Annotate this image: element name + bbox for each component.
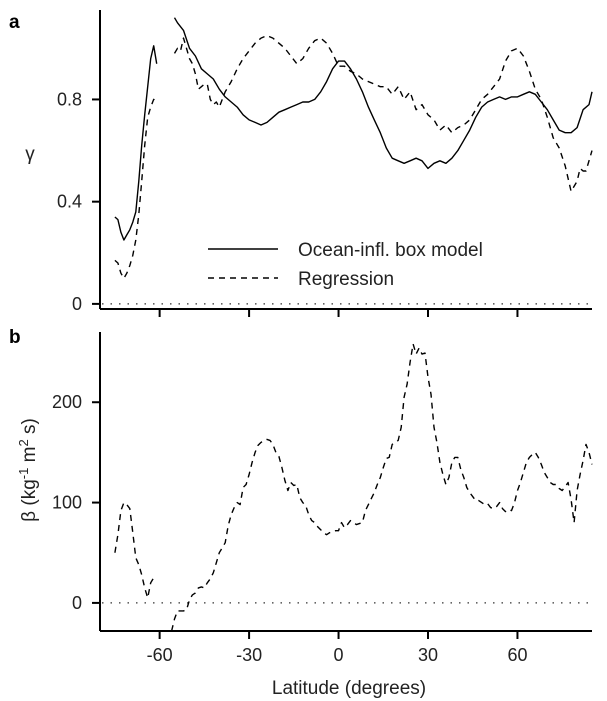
y-tick-label: 100 — [52, 493, 82, 513]
panel-a-x-ticks — [158, 309, 519, 317]
y-tick-label: 0 — [72, 294, 82, 314]
panel-a-letter: a — [9, 12, 20, 33]
y-tick-label: 0 — [72, 593, 82, 613]
panel-a-series — [114, 17, 593, 279]
y-tick-label: 0.4 — [57, 192, 82, 212]
y-tick-label: 200 — [52, 392, 82, 412]
panel-b-y-ticks: 0 100 200 — [52, 392, 100, 613]
x-tick-label: 30 — [418, 645, 438, 665]
legend: Ocean-infl. box model Regression — [208, 240, 483, 290]
legend-label-box-model: Ocean-infl. box model — [298, 240, 483, 261]
panel-b-ylabel: β (kg-1 m2 s) — [16, 418, 40, 522]
series-line-box-model-segment-1 — [114, 45, 158, 241]
series-line-regression-segment-2 — [170, 343, 593, 632]
series-line-regression-segment-1 — [114, 98, 158, 279]
x-tick-label: 0 — [334, 645, 344, 665]
panel-a: a γ 0 0.4 0.8 Ocean-infl. box model Regres… — [9, 10, 593, 317]
legend-label-regression: Regression — [298, 269, 394, 290]
x-tick-label: 60 — [507, 645, 527, 665]
panel-b-x-ticks: -60 -30 0 30 60 — [147, 631, 527, 665]
x-tick-label: -30 — [236, 645, 262, 665]
panel-b: b β (kg-1 m2 s) 0 100 200 -60 -30 0 30 60 Lati… — [9, 327, 593, 699]
panel-b-letter: b — [9, 327, 21, 348]
x-tick-label: -60 — [147, 645, 173, 665]
series-line-regression-segment-2 — [173, 34, 593, 193]
y-tick-label: 0.8 — [57, 89, 82, 109]
series-line-box-model-segment-2 — [173, 17, 593, 170]
x-axis-title: Latitude (degrees) — [272, 678, 426, 699]
series-line-regression-segment-1 — [114, 501, 155, 599]
panel-a-y-ticks: 0 0.4 0.8 — [57, 89, 100, 314]
panel-a-ylabel: γ — [25, 144, 35, 165]
panel-b-series — [114, 343, 593, 632]
